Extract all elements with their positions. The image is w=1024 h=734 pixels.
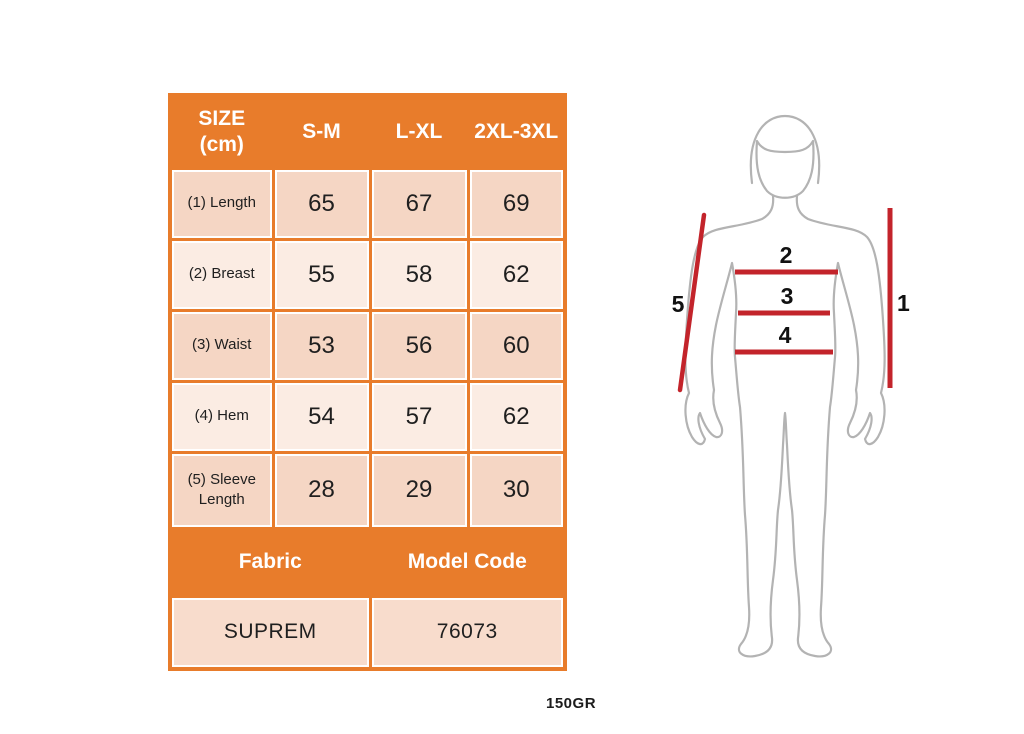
size-table-header-row: SIZE (cm) S-M L-XL 2XL-3XL	[168, 93, 567, 170]
col-header-2xl-3xl: 2XL-3XL	[466, 93, 567, 170]
waist-s-m: 53	[271, 308, 372, 383]
table-row-breast: (2) Breast 55 58 62	[168, 237, 567, 312]
model-code-header: Model Code	[368, 526, 567, 598]
length-2xl-3xl: 69	[466, 166, 567, 241]
waist-l-xl: 56	[368, 308, 470, 383]
row-label-waist: (3) Waist	[168, 308, 275, 383]
table-row-sleeve-length: (5) Sleeve Length 28 29 30	[168, 450, 567, 530]
body-diagram-svg: 1 2 3 4 5	[672, 114, 910, 658]
face-outline	[755, 139, 815, 199]
breast-l-xl: 58	[368, 237, 470, 312]
table-row-waist: (3) Waist 53 56 60	[168, 308, 567, 383]
body-outline	[684, 194, 886, 658]
fabric-header: Fabric	[168, 526, 372, 598]
col-header-l-xl: L-XL	[368, 93, 470, 170]
measure-label-2: 2	[780, 242, 793, 268]
table-row-hem: (4) Hem 54 57 62	[168, 379, 567, 454]
model-code-value: 76073	[368, 594, 567, 671]
row-label-length: (1) Length	[168, 166, 275, 241]
measure-label-5: 5	[672, 291, 685, 317]
waist-2xl-3xl: 60	[466, 308, 567, 383]
breast-2xl-3xl: 62	[466, 237, 567, 312]
fabric-value: SUPREM	[168, 594, 372, 671]
hem-l-xl: 57	[368, 379, 470, 454]
measure-label-4: 4	[779, 322, 792, 348]
table-row-length: (1) Length 65 67 69	[168, 166, 567, 241]
row-label-sleeve-length: (5) Sleeve Length	[168, 450, 275, 530]
hair-outline	[749, 114, 821, 185]
body-measurement-diagram: 1 2 3 4 5	[640, 95, 980, 675]
sleeve-l-xl: 29	[368, 450, 470, 530]
sleeve-s-m: 28	[271, 450, 372, 530]
hem-s-m: 54	[271, 379, 372, 454]
fabric-weight-note: 150GR	[546, 695, 597, 712]
table-footer-header-row: Fabric Model Code	[168, 526, 567, 598]
size-unit-header: SIZE (cm)	[168, 93, 275, 170]
breast-s-m: 55	[271, 237, 372, 312]
sleeve-measure-line	[677, 212, 707, 393]
table-footer-value-row: SUPREM 76073	[168, 594, 567, 671]
row-label-breast: (2) Breast	[168, 237, 275, 312]
measure-label-1: 1	[897, 290, 910, 316]
sleeve-2xl-3xl: 30	[466, 450, 567, 530]
hem-2xl-3xl: 62	[466, 379, 567, 454]
measure-label-3: 3	[781, 283, 794, 309]
length-s-m: 65	[271, 166, 372, 241]
row-label-hem: (4) Hem	[168, 379, 275, 454]
col-header-s-m: S-M	[271, 93, 372, 170]
size-chart-table: SIZE (cm) S-M L-XL 2XL-3XL (1) Length 65…	[168, 93, 567, 671]
length-l-xl: 67	[368, 166, 470, 241]
